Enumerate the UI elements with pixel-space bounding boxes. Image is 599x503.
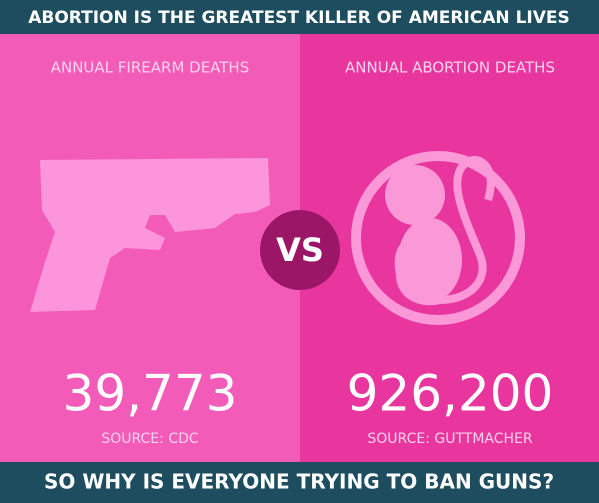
umbilical — [394, 156, 495, 306]
header-bar — [0, 0, 599, 34]
figure: 39,773 — [63, 365, 238, 423]
womb-ring — [351, 151, 525, 325]
footer-bar — [0, 462, 599, 503]
panel-heading: ANNUAL ABORTION DEATHS — [345, 59, 555, 77]
fetus-body — [398, 218, 462, 302]
header-title: ABORTION IS THE GREATEST KILLER OF AMERI… — [28, 8, 570, 28]
source: SOURCE: CDC — [101, 431, 199, 447]
vs-label: VS — [276, 231, 324, 269]
gun-icon — [30, 158, 270, 312]
panel-heading: ANNUAL FIREARM DEATHS — [51, 59, 250, 77]
fetus-head — [385, 165, 445, 225]
footer-text: SO WHY IS EVERYONE TRYING TO BAN GUNS? — [44, 470, 554, 494]
vs-badge — [260, 210, 340, 290]
figure: 926,200 — [347, 365, 554, 423]
source: SOURCE: GUTTMACHER — [367, 431, 532, 447]
